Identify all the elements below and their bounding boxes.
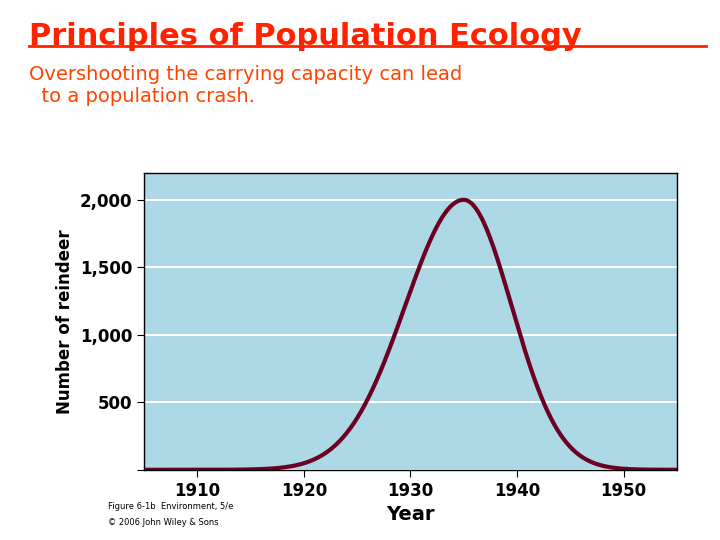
X-axis label: Year: Year	[386, 505, 435, 524]
Text: Principles of Population Ecology: Principles of Population Ecology	[29, 22, 582, 51]
Y-axis label: Number of reindeer: Number of reindeer	[56, 229, 74, 414]
Text: © 2006 John Wiley & Sons: © 2006 John Wiley & Sons	[108, 518, 219, 528]
Text: Overshooting the carrying capacity can lead
  to a population crash.: Overshooting the carrying capacity can l…	[29, 65, 462, 106]
Text: Figure 6-1b  Environment, 5/e: Figure 6-1b Environment, 5/e	[108, 502, 233, 511]
